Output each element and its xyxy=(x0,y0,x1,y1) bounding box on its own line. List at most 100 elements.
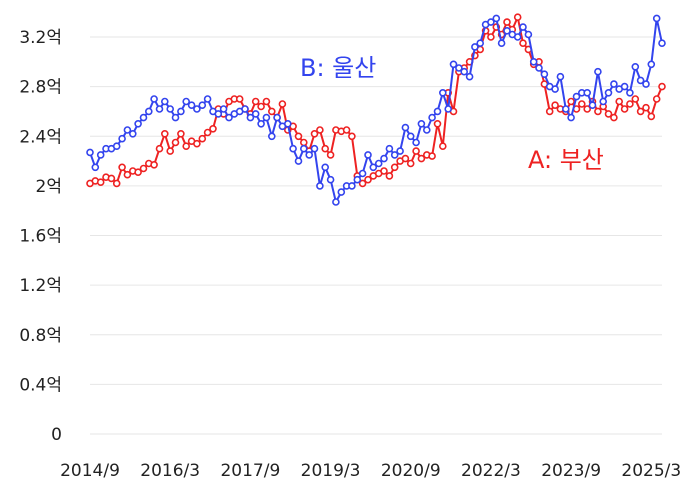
data-point xyxy=(198,134,207,143)
data-point xyxy=(492,14,501,23)
data-point xyxy=(396,147,404,155)
data-point xyxy=(438,89,447,97)
data-point xyxy=(412,147,420,155)
data-point xyxy=(401,123,410,132)
data-point xyxy=(177,107,185,116)
data-point xyxy=(187,101,196,109)
data-point xyxy=(594,67,602,76)
data-point xyxy=(615,97,624,106)
data-point xyxy=(604,110,613,118)
data-point xyxy=(235,95,244,103)
data-point xyxy=(321,163,330,172)
grid-layer xyxy=(90,36,662,435)
data-point xyxy=(620,105,629,113)
data-point xyxy=(540,70,549,78)
data-point xyxy=(353,175,362,184)
data-point xyxy=(545,107,554,116)
data-point xyxy=(262,97,271,106)
data-point xyxy=(267,107,276,116)
data-point xyxy=(129,130,137,138)
data-point xyxy=(652,95,661,103)
data-point xyxy=(107,174,116,183)
data-point xyxy=(529,57,538,66)
data-point xyxy=(134,120,142,128)
data-point xyxy=(166,105,174,113)
data-point xyxy=(465,72,474,81)
data-point xyxy=(380,154,388,163)
data-point xyxy=(513,33,522,41)
data-point xyxy=(203,128,212,137)
y-tick-label: 2.8억 xyxy=(19,78,62,98)
data-point xyxy=(524,30,533,39)
data-point xyxy=(214,110,223,118)
data-point xyxy=(150,95,158,103)
data-point xyxy=(567,97,575,106)
data-point xyxy=(326,175,335,184)
data-point xyxy=(428,113,436,122)
data-point xyxy=(561,105,570,113)
data-point xyxy=(294,157,303,165)
x-tick-label: 2017/9 xyxy=(220,461,280,481)
data-point xyxy=(583,89,592,97)
data-point xyxy=(497,39,506,48)
data-point xyxy=(150,161,158,169)
x-axis: 2014/9 2016/3 2017/9 2019/3 2020/9 2022/3 2023… xyxy=(60,461,681,481)
data-point xyxy=(112,179,121,188)
y-tick-label: 0.4억 xyxy=(19,375,62,395)
data-point xyxy=(503,26,511,35)
data-point xyxy=(262,113,271,122)
data-point xyxy=(444,105,453,113)
data-point xyxy=(241,105,249,113)
data-point xyxy=(380,167,388,175)
data-point xyxy=(599,97,608,106)
data-point xyxy=(438,142,447,150)
data-point xyxy=(299,138,308,147)
data-point xyxy=(112,142,121,150)
data-point xyxy=(385,172,394,180)
data-point xyxy=(193,139,201,148)
data-point xyxy=(337,188,346,196)
data-point xyxy=(626,100,634,108)
data-point xyxy=(203,95,212,103)
data-point xyxy=(647,60,656,69)
data-point xyxy=(305,151,314,159)
data-point xyxy=(487,33,495,41)
data-point xyxy=(171,138,180,147)
y-tick-label: 0 xyxy=(51,425,62,445)
data-point xyxy=(278,100,287,108)
series-layer xyxy=(86,13,666,206)
data-point xyxy=(321,144,330,153)
series-label-b: B: 울산 xyxy=(300,54,376,82)
data-point xyxy=(171,113,180,122)
data-point xyxy=(289,144,297,153)
data-point xyxy=(193,105,201,113)
data-point xyxy=(123,170,132,179)
data-point xyxy=(155,144,164,153)
data-point xyxy=(385,144,394,153)
data-point xyxy=(390,163,399,172)
data-point xyxy=(310,130,319,138)
data-point xyxy=(273,113,281,122)
data-point xyxy=(364,151,372,159)
data-point xyxy=(342,126,351,134)
data-point xyxy=(406,132,415,141)
data-point xyxy=(316,126,324,134)
data-point xyxy=(572,92,581,101)
data-point xyxy=(428,152,436,160)
data-point xyxy=(503,18,511,26)
data-point xyxy=(155,105,164,113)
data-point xyxy=(551,101,559,109)
y-tick-label: 1.2억 xyxy=(19,276,62,296)
series-b xyxy=(86,14,666,206)
data-point xyxy=(348,182,356,190)
data-point xyxy=(551,85,559,93)
x-tick-label: 2014/9 xyxy=(60,461,120,481)
data-point xyxy=(96,151,105,159)
data-point xyxy=(487,18,495,26)
data-point xyxy=(123,126,132,134)
y-tick-label: 2.4억 xyxy=(19,127,62,147)
x-tick-label: 2025/3 xyxy=(621,461,681,481)
data-point xyxy=(642,80,650,88)
data-point xyxy=(535,64,543,72)
data-point xyxy=(412,138,420,147)
